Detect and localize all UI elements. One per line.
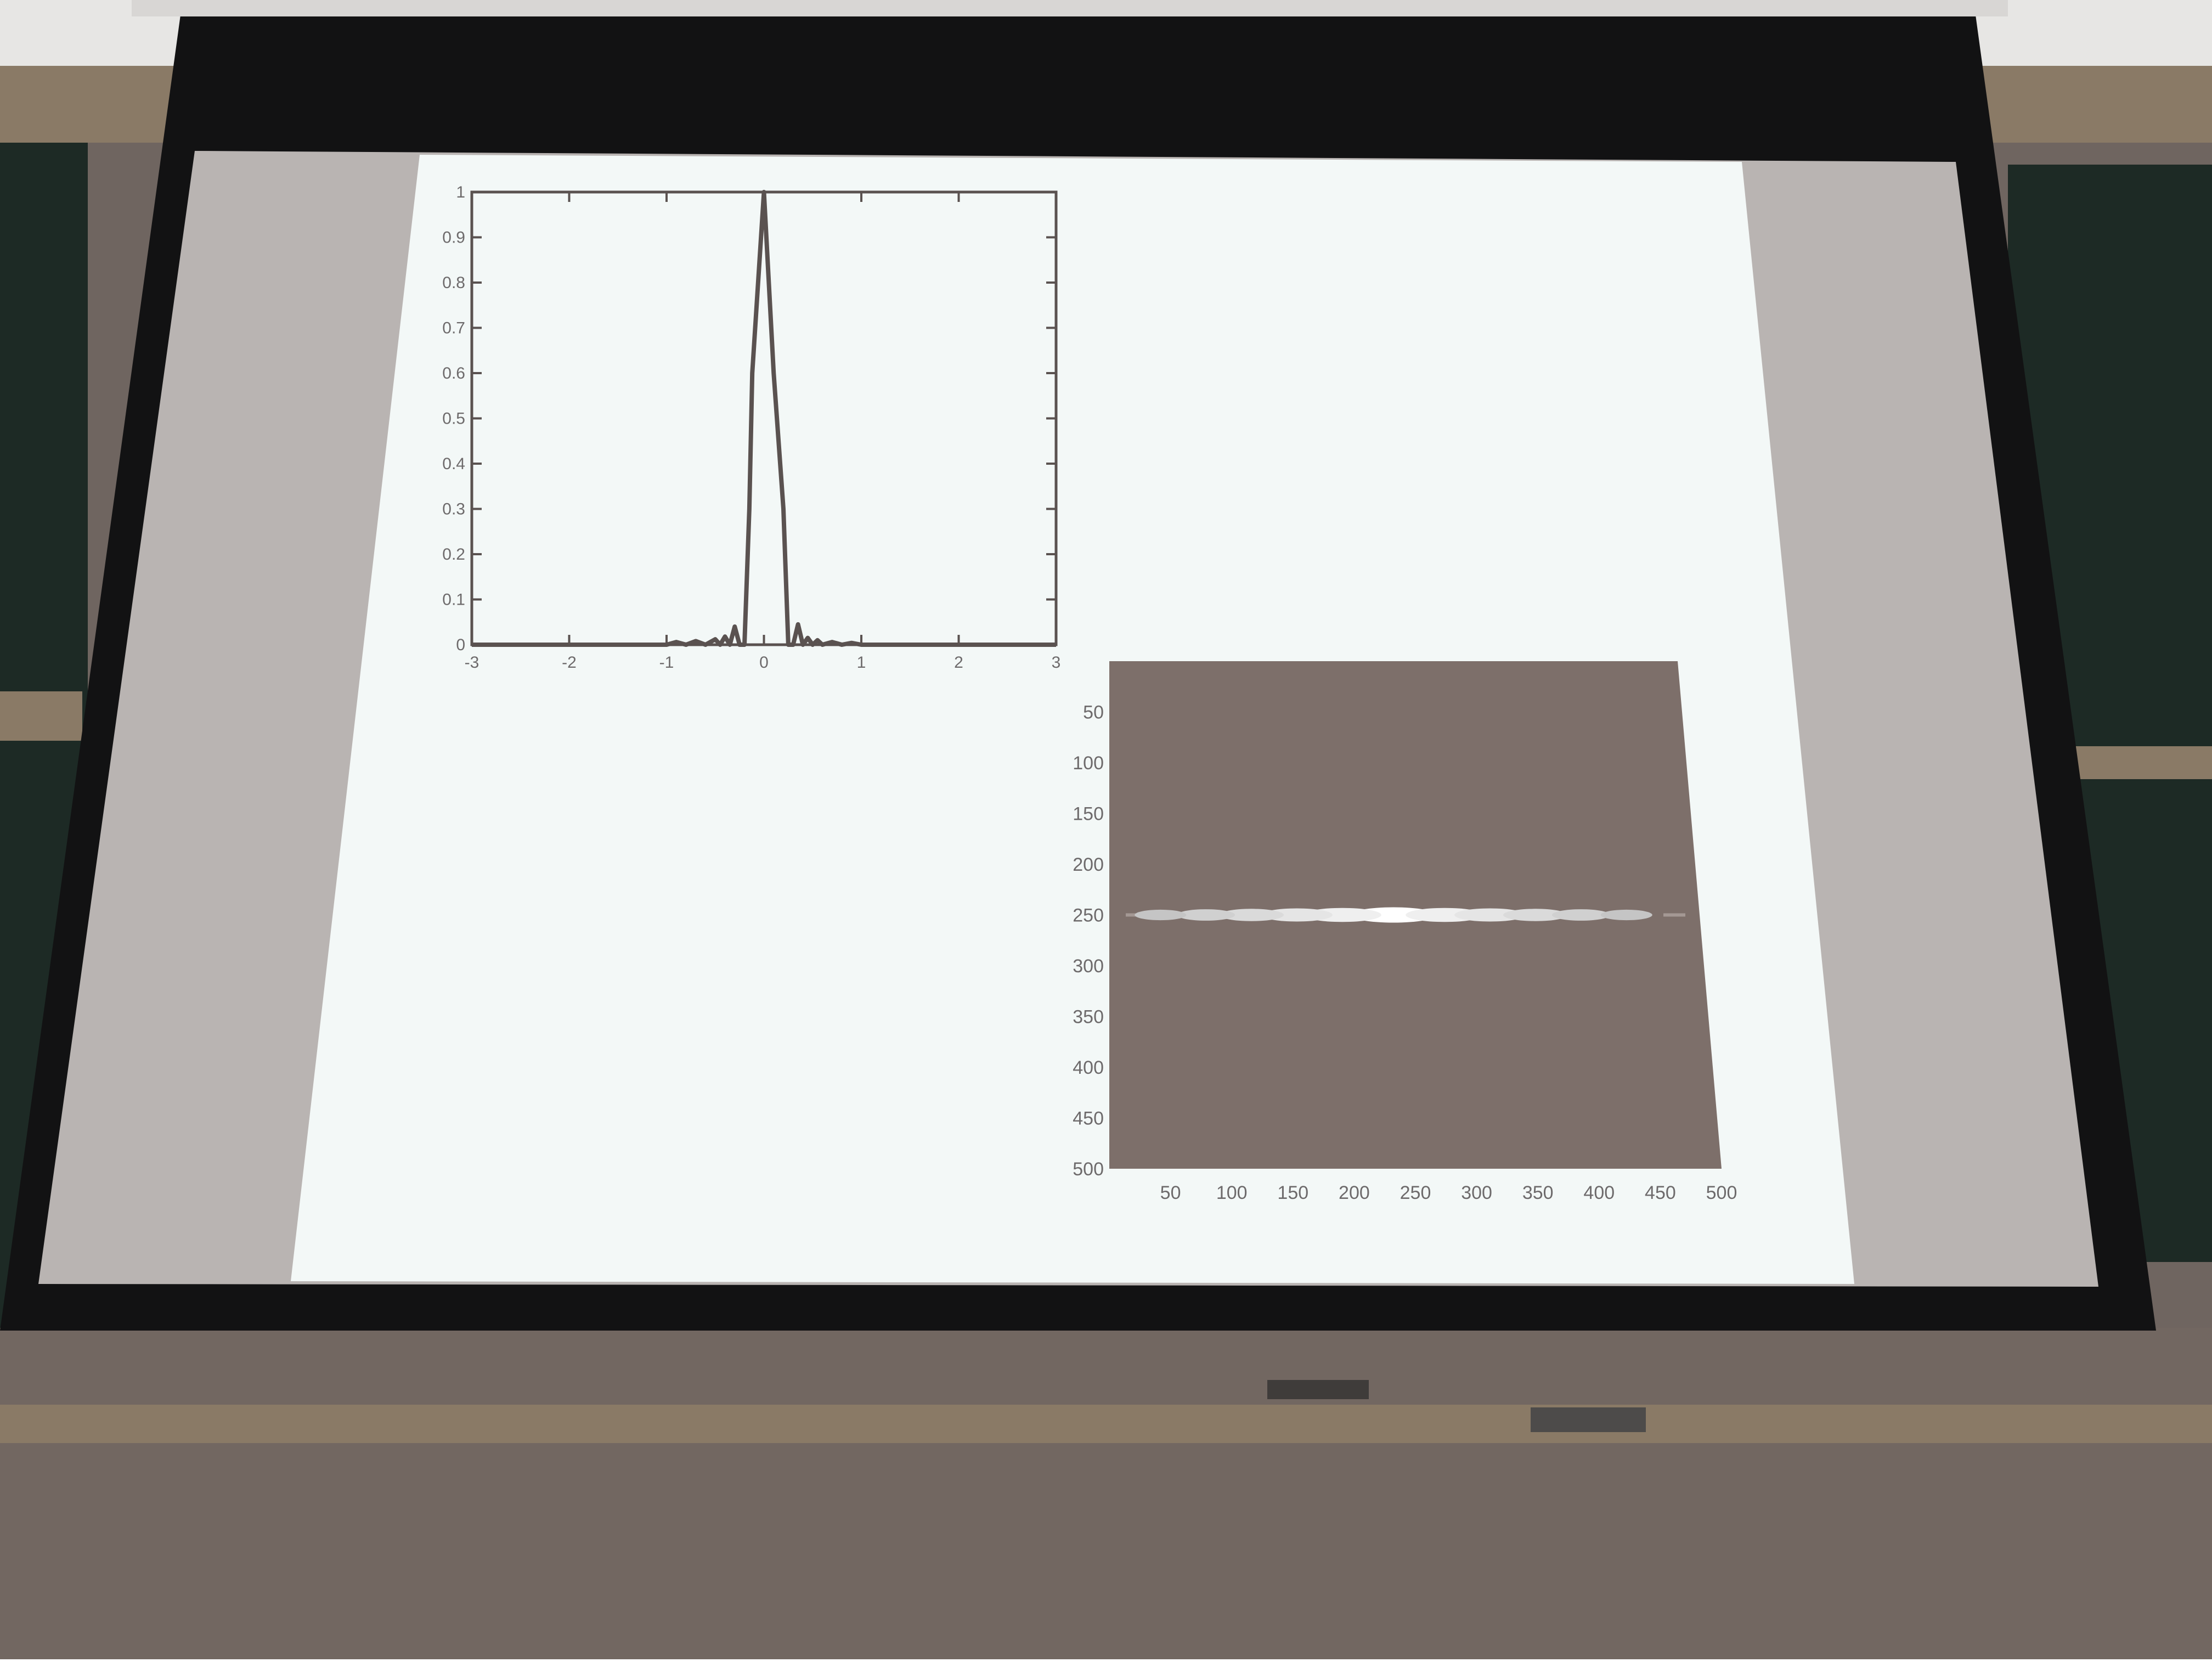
line-y-tick-label: 0.7 (442, 319, 465, 337)
line-y-tick-label: 0.9 (442, 229, 465, 247)
wood-rail-right (2068, 746, 2212, 779)
line-x-tick-label: 2 (954, 653, 963, 672)
heatmap-y-tick-label: 250 (1073, 905, 1104, 926)
heatmap-bright-spot (1551, 909, 1610, 921)
line-y-tick-label: 0.3 (442, 500, 465, 519)
heatmap-y-tick-label: 350 (1073, 1007, 1104, 1028)
heatmap-x-tick-label: 500 (1706, 1182, 1737, 1203)
heatmap-bright-spot (1503, 909, 1568, 921)
line-y-tick-label: 0.6 (442, 364, 465, 382)
heatmap-x-tick-label: 350 (1522, 1182, 1554, 1203)
heatmap-x-tick-label: 300 (1461, 1182, 1492, 1203)
heatmap-y-tick-label: 150 (1073, 804, 1104, 825)
heatmap-x-tick-label: 400 (1583, 1182, 1615, 1203)
heatmap-y-tick-label: 200 (1073, 854, 1104, 875)
line-y-tick-label: 0.4 (442, 455, 465, 473)
heatmap-bright-row (1126, 907, 1700, 923)
line-chart-y-ticks: 0 0.1 0.2 0.3 0.4 0.5 0.6 0.7 0.8 0.9 1 (442, 183, 1056, 654)
line-y-tick-label: 0.8 (442, 274, 465, 292)
heatmap-bright-spot (1454, 908, 1526, 922)
line-x-tick-label: 3 (1052, 653, 1061, 672)
screen-roller (132, 0, 2008, 16)
heatmap-x-tick-label: 50 (1160, 1182, 1181, 1203)
heatmap-x-tick-label: 250 (1400, 1182, 1431, 1203)
line-chart: -3 -2 -1 0 1 2 3 0 0.1 0.2 0.3 0.4 0.5 0.6 0.7 0.8 0.9 1 (442, 183, 1060, 672)
heatmap-bright-spot (1177, 909, 1235, 921)
heatmap-x-tick-label: 450 (1645, 1182, 1676, 1203)
heatmap-y-ticks: 50 100 150 200 250 300 350 400 450 500 (1073, 702, 1104, 1180)
heatmap-y-tick-label: 300 (1073, 956, 1104, 977)
line-y-tick-label: 0.2 (442, 545, 465, 564)
heatmap-chart: 50 100 150 200 250 300 350 400 450 500 50 100 150 20… (1073, 661, 1737, 1203)
line-x-tick-label: -3 (465, 653, 479, 672)
line-y-tick-label: 0.1 (442, 591, 465, 609)
line-series (472, 190, 1056, 647)
line-x-tick-label: 0 (759, 653, 769, 672)
line-y-tick-label: 0 (456, 636, 465, 654)
wood-rail-left (0, 691, 82, 741)
heatmap-bright-spot (1261, 908, 1333, 922)
heatmap-bright-spot (1135, 909, 1187, 921)
heatmap-x-ticks: 50 100 150 200 250 300 350 400 450 500 (1160, 1182, 1737, 1203)
line-x-tick-label: 1 (857, 653, 866, 672)
line-chart-x-ticks: -3 -2 -1 0 1 2 3 (465, 192, 1061, 672)
heatmap-y-tick-label: 100 (1073, 753, 1104, 774)
line-y-tick-label: 0.5 (442, 410, 465, 428)
heatmap-x-tick-label: 100 (1216, 1182, 1248, 1203)
heatmap-y-tick-label: 450 (1073, 1108, 1104, 1129)
heatmap-bright-spot (1600, 909, 1652, 921)
lower-wall (0, 1328, 2212, 1659)
eraser (1531, 1407, 1646, 1432)
line-x-tick-label: -1 (659, 653, 674, 672)
heatmap-y-tick-label: 500 (1073, 1159, 1104, 1180)
heatmap-y-tick-label: 50 (1083, 702, 1104, 723)
heatmap-y-tick-label: 400 (1073, 1057, 1104, 1078)
chalk-ledge (0, 1405, 2212, 1443)
heatmap-x-tick-label: 150 (1277, 1182, 1308, 1203)
heatmap-bright-spot (1219, 909, 1284, 921)
chalk-tray-box (1267, 1380, 1369, 1399)
line-x-tick-label: -2 (562, 653, 577, 672)
line-y-tick-label: 1 (456, 183, 465, 201)
heatmap-x-tick-label: 200 (1339, 1182, 1370, 1203)
